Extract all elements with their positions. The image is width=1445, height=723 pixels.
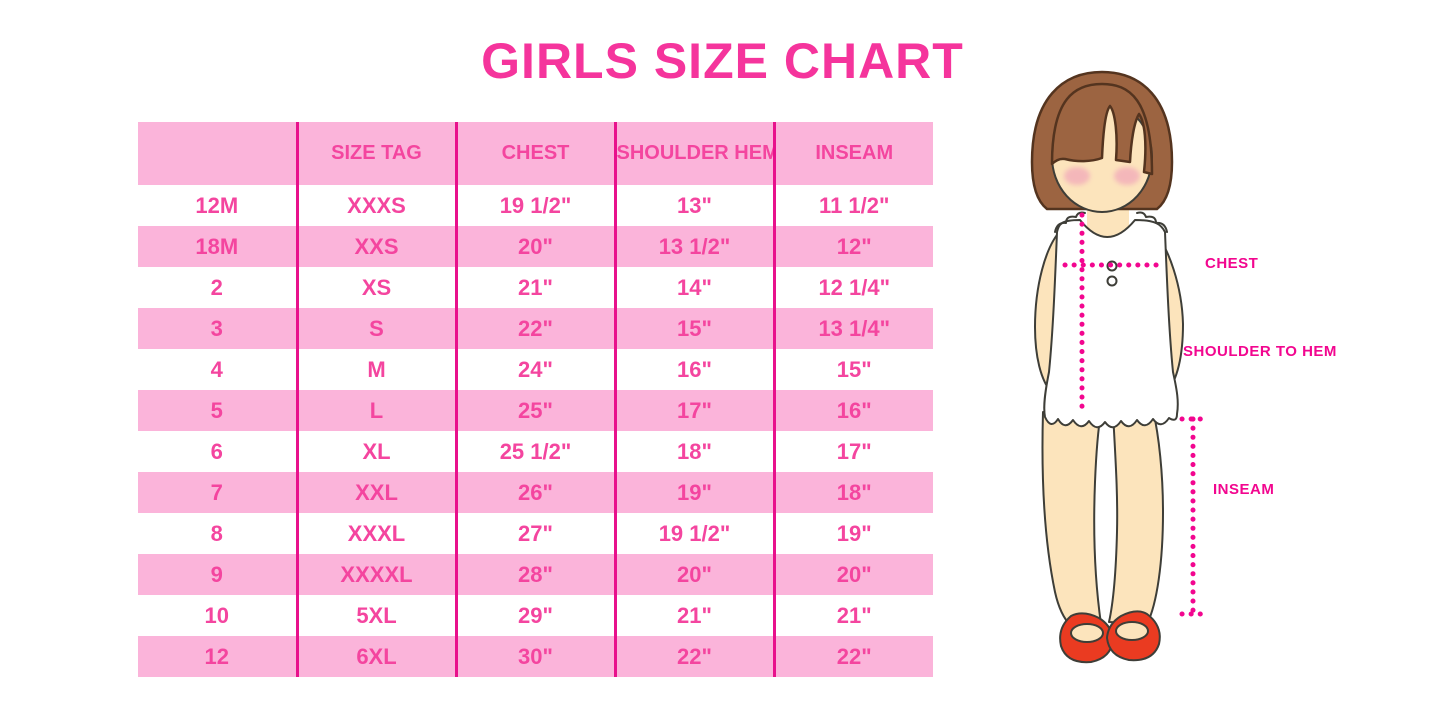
table-cell: 18M <box>138 226 299 267</box>
table-cell: 8 <box>138 513 299 554</box>
table-cell: 18" <box>836 479 872 505</box>
chest-label: CHEST <box>1205 255 1259 272</box>
table-cell: 14" <box>615 267 776 308</box>
girl-shoulder-ruffles <box>1054 211 1168 233</box>
table-cell: 20" <box>836 561 872 587</box>
column-header: SHOULDER HEM <box>615 122 776 185</box>
table-row: 3 S 22" 15" 13 1/4" <box>138 308 933 349</box>
column-header: INSEAM <box>774 122 933 185</box>
table-cell: 22" <box>456 308 617 349</box>
table-cell: 27" <box>456 513 617 554</box>
table-row: 2 XS 21" 14" 12 1/4" <box>138 267 933 308</box>
table-cell: 13" <box>615 185 776 226</box>
table-cell: 21" <box>456 267 617 308</box>
table-row: 6 XL 25 1/2" 18" 17" <box>138 431 933 472</box>
table-cell: 6 <box>138 431 299 472</box>
table-cell: 16" <box>615 349 776 390</box>
table-row: 5 L 25" 17" 16" <box>138 390 933 431</box>
table-cell: 30" <box>456 636 617 677</box>
table-cell: 20" <box>615 554 776 595</box>
table-cell: 29" <box>456 595 617 636</box>
girl-legs <box>1041 409 1164 627</box>
table-cell: 24" <box>456 349 617 390</box>
table-cell: XXXL <box>297 513 458 554</box>
table-cell: 21" <box>615 595 776 636</box>
page-title: GIRLS SIZE CHART <box>481 33 964 89</box>
shoulder-to-hem-label: SHOULDER TO HEM <box>1183 343 1337 360</box>
table-row: 12 6XL 30" 22" 22" <box>138 636 933 677</box>
size-table-head: SIZE TAG CHEST SHOULDER HEM INSEAM <box>138 122 933 185</box>
table-row: 4 M 24" 16" 15" <box>138 349 933 390</box>
table-row: 10 5XL 29" 21" 21" <box>138 595 933 636</box>
table-cell: XXXS <box>297 185 458 226</box>
girl-top <box>1043 219 1179 429</box>
table-cell: 12 1/4" <box>818 274 891 300</box>
table-cell: 16" <box>836 397 872 423</box>
table-cell: 25 1/2" <box>456 431 617 472</box>
table-cell: 5XL <box>297 595 458 636</box>
table-cell: 19 1/2" <box>615 513 776 554</box>
table-cell: 12" <box>836 233 872 259</box>
table-cell: 2 <box>138 267 299 308</box>
table-cell: 7 <box>138 472 299 513</box>
size-table-header-row: SIZE TAG CHEST SHOULDER HEM INSEAM <box>138 122 933 185</box>
girl-hair-fringe <box>1050 82 1154 176</box>
table-row: 8 XXXL 27" 19 1/2" 19" <box>138 513 933 554</box>
table-cell: 9 <box>138 554 299 595</box>
column-header: CHEST <box>456 122 617 185</box>
table-cell: 20" <box>456 226 617 267</box>
table-cell: 15" <box>615 308 776 349</box>
girl-blush <box>1064 167 1140 185</box>
inseam-label: INSEAM <box>1213 481 1275 498</box>
table-cell: 28" <box>456 554 617 595</box>
table-row: 9 XXXXL 28" 20" 20" <box>138 554 933 595</box>
table-cell: XS <box>297 267 458 308</box>
size-table-container: SIZE TAG CHEST SHOULDER HEM INSEAM 12M XXXS 1… <box>138 122 933 677</box>
table-cell: 18" <box>615 431 776 472</box>
table-cell: 13 1/2" <box>615 226 776 267</box>
inseam-measure-line <box>1179 416 1207 617</box>
table-cell: 4 <box>138 349 299 390</box>
table-cell: 11 1/2" <box>819 192 890 218</box>
table-cell: 15" <box>836 356 872 382</box>
table-cell: 21" <box>836 602 872 628</box>
column-header <box>138 122 299 185</box>
table-cell: 5 <box>138 390 299 431</box>
table-cell: 6XL <box>297 636 458 677</box>
table-cell: 10 <box>138 595 299 636</box>
table-cell: XXXXL <box>297 554 458 595</box>
girl-shoes <box>1059 610 1161 664</box>
table-row: 12M XXXS 19 1/2" 13" 11 1/2" <box>138 185 933 226</box>
table-cell: 3 <box>138 308 299 349</box>
size-table: SIZE TAG CHEST SHOULDER HEM INSEAM 12M XXXS 1… <box>138 122 933 677</box>
table-cell: 17" <box>615 390 776 431</box>
table-cell: 13 1/4" <box>818 315 891 341</box>
table-cell: S <box>297 308 458 349</box>
table-cell: XXL <box>297 472 458 513</box>
table-cell: 26" <box>456 472 617 513</box>
girl-figure-illustration <box>1030 70 1207 664</box>
column-header: SIZE TAG <box>297 122 458 185</box>
table-cell: 12 <box>138 636 299 677</box>
table-cell: XL <box>297 431 458 472</box>
table-cell: 19" <box>836 520 872 546</box>
table-cell: 19 1/2" <box>456 185 617 226</box>
table-cell: 17" <box>836 438 872 464</box>
table-cell: M <box>297 349 458 390</box>
table-row: 7 XXL 26" 19" 18" <box>138 472 933 513</box>
table-cell: 22" <box>836 643 872 669</box>
table-cell: L <box>297 390 458 431</box>
table-row: 18M XXS 20" 13 1/2" 12" <box>138 226 933 267</box>
table-cell: 22" <box>615 636 776 677</box>
size-table-body: 12M XXXS 19 1/2" 13" 11 1/2" 18M XXS 20" 13 1/2"… <box>138 185 933 677</box>
table-cell: XXS <box>297 226 458 267</box>
table-cell: 12M <box>138 185 299 226</box>
table-cell: 25" <box>456 390 617 431</box>
table-cell: 19" <box>615 472 776 513</box>
